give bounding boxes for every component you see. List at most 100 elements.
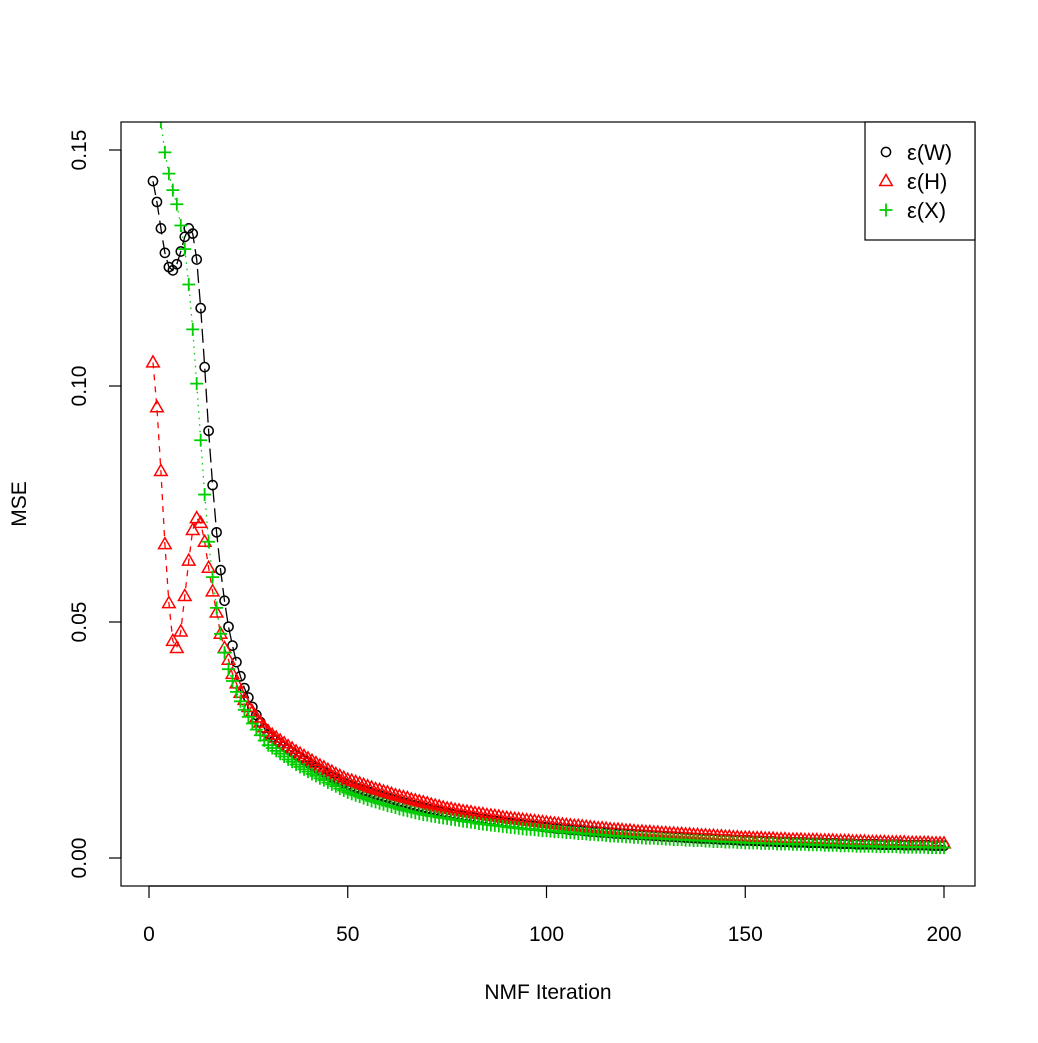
data-point bbox=[229, 685, 243, 699]
data-point bbox=[296, 748, 312, 762]
data-point bbox=[344, 772, 360, 786]
data-point bbox=[360, 778, 376, 792]
series-1 bbox=[145, 354, 952, 849]
data-point bbox=[288, 743, 304, 757]
data-point bbox=[206, 570, 220, 584]
data-point bbox=[316, 759, 332, 773]
data-point bbox=[280, 738, 296, 752]
data-point bbox=[415, 794, 431, 808]
data-point bbox=[182, 278, 196, 292]
series-2 bbox=[154, 122, 951, 855]
x-tick-label: 0 bbox=[143, 923, 155, 946]
data-point bbox=[222, 662, 235, 676]
data-point bbox=[340, 771, 356, 785]
legend-marker-triangle-icon bbox=[878, 172, 894, 187]
data-point bbox=[364, 779, 380, 793]
data-point bbox=[190, 377, 204, 391]
data-point bbox=[233, 694, 247, 708]
x-tick-label: 200 bbox=[926, 923, 961, 946]
plot-frame bbox=[120, 121, 976, 887]
data-point bbox=[208, 604, 225, 618]
data-point bbox=[162, 167, 176, 181]
data-point bbox=[308, 755, 324, 769]
data-point bbox=[218, 646, 232, 660]
data-point bbox=[145, 354, 161, 368]
y-tick-label: 0.05 bbox=[68, 602, 91, 643]
data-point bbox=[193, 514, 209, 529]
data-point bbox=[387, 787, 404, 801]
data-point bbox=[170, 197, 184, 211]
data-point bbox=[181, 552, 197, 566]
data-point bbox=[332, 767, 348, 782]
data-point bbox=[403, 791, 419, 805]
legend-label: ε(W) bbox=[907, 140, 952, 165]
x-tick-label: 100 bbox=[529, 923, 564, 946]
data-point bbox=[237, 703, 251, 717]
data-point bbox=[202, 535, 216, 549]
data-point bbox=[198, 488, 212, 502]
legend-label: ε(X) bbox=[907, 198, 946, 223]
data-point bbox=[407, 792, 423, 806]
data-point bbox=[177, 588, 193, 602]
y-tick-label: 0.10 bbox=[68, 366, 91, 407]
data-point bbox=[231, 656, 242, 668]
data-point bbox=[292, 745, 308, 759]
data-point bbox=[185, 521, 201, 536]
data-point bbox=[194, 433, 208, 447]
data-point bbox=[328, 765, 344, 780]
data-point bbox=[173, 623, 189, 637]
data-point bbox=[312, 757, 328, 771]
data-point bbox=[395, 789, 411, 803]
data-point bbox=[161, 595, 177, 609]
data-point bbox=[191, 254, 203, 265]
legend-marker-plus-icon bbox=[879, 203, 893, 217]
data-point bbox=[352, 775, 368, 789]
legend-marker-circle-icon bbox=[880, 146, 892, 158]
data-point bbox=[166, 183, 180, 197]
y-tick-label: 0.00 bbox=[68, 838, 91, 879]
data-point bbox=[399, 790, 415, 804]
x-axis-label: NMF Iteration bbox=[484, 981, 611, 1004]
data-point bbox=[356, 776, 372, 791]
data-point bbox=[227, 640, 238, 651]
data-point bbox=[371, 782, 388, 796]
data-point bbox=[375, 783, 392, 797]
legend: ε(W) ε(H) ε(X) bbox=[864, 121, 976, 241]
data-point bbox=[304, 752, 320, 767]
data-point bbox=[151, 196, 163, 208]
data-point bbox=[205, 583, 221, 597]
x-tick-label: 150 bbox=[728, 923, 763, 946]
data-point bbox=[155, 223, 167, 234]
data-point bbox=[367, 781, 384, 795]
data-point bbox=[423, 796, 439, 810]
data-point bbox=[411, 793, 427, 807]
data-point bbox=[157, 536, 173, 550]
data-point bbox=[187, 228, 199, 239]
data-point bbox=[207, 479, 218, 491]
data-point bbox=[214, 627, 228, 641]
data-point bbox=[937, 841, 951, 855]
data-point bbox=[210, 601, 224, 615]
series-line bbox=[152, 362, 944, 845]
data-point bbox=[379, 784, 396, 798]
data-point bbox=[300, 750, 316, 764]
x-tick-label: 50 bbox=[336, 923, 359, 946]
data-point bbox=[320, 761, 336, 775]
data-point bbox=[178, 242, 192, 256]
legend-box bbox=[864, 121, 976, 241]
y-tick-label: 0.15 bbox=[68, 130, 91, 171]
data-point bbox=[153, 462, 169, 477]
data-point bbox=[348, 773, 364, 788]
data-point bbox=[203, 425, 214, 437]
data-point bbox=[235, 670, 246, 682]
data-point bbox=[211, 526, 222, 538]
data-point bbox=[159, 247, 171, 259]
data-point bbox=[174, 219, 188, 233]
data-point bbox=[336, 769, 352, 784]
data-point bbox=[149, 399, 165, 413]
data-point bbox=[223, 621, 234, 633]
data-point bbox=[165, 632, 181, 647]
data-point bbox=[154, 122, 168, 129]
data-point bbox=[195, 302, 207, 314]
